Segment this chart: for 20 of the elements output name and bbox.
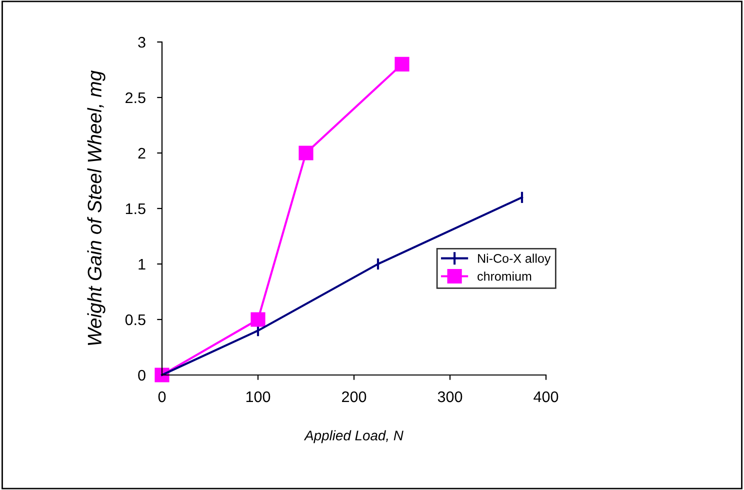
point xyxy=(298,146,314,160)
y-tick-label: 1 xyxy=(138,259,146,270)
y-tick-label: 2.5 xyxy=(126,92,146,104)
y-tick-label: 2 xyxy=(138,148,146,159)
y-tick-label: 0 xyxy=(138,370,146,381)
y-axis-title: Weight Gain of Steel Wheel, mg xyxy=(87,70,106,345)
point xyxy=(394,56,410,72)
y-tick-label: 1.5 xyxy=(126,204,146,214)
y-tick-label: 3 xyxy=(138,36,146,48)
x-tick-label: 200 xyxy=(342,391,366,402)
legend-label: Ni-Co-X alloy xyxy=(478,254,551,266)
x-tick-label: 400 xyxy=(534,391,558,402)
point xyxy=(154,368,170,382)
x-tick-label: 0 xyxy=(158,391,166,402)
x-tick-label: 100 xyxy=(246,391,270,402)
x-tick-label: 300 xyxy=(438,391,462,402)
x-axis-title: Applied Load, N xyxy=(304,430,404,444)
legend-label: chromium xyxy=(478,272,532,281)
y-tick-label: 0.5 xyxy=(125,314,146,326)
point xyxy=(250,312,266,327)
